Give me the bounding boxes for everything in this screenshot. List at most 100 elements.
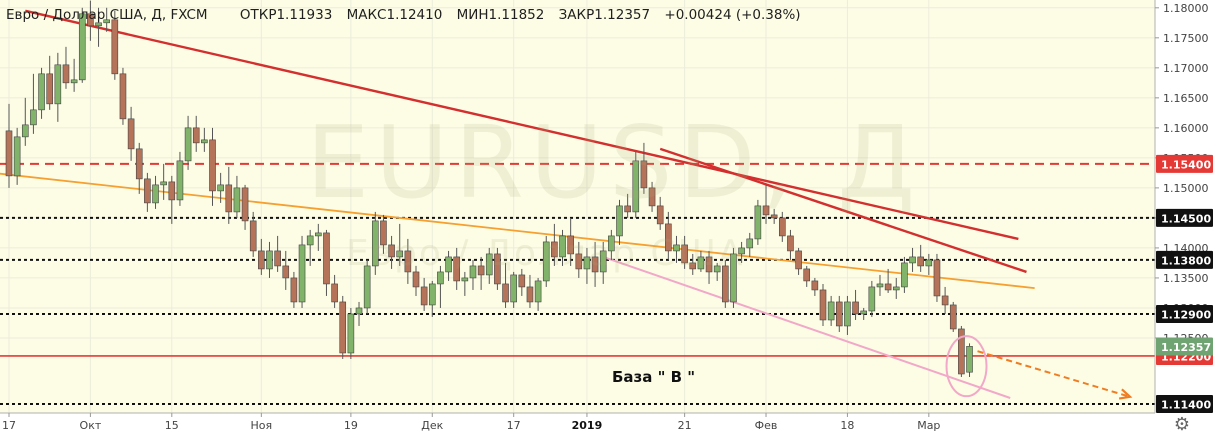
candle-body[interactable] (559, 235, 566, 258)
candle-body[interactable] (396, 250, 404, 258)
candle-body[interactable] (355, 307, 363, 315)
candle-body[interactable] (689, 262, 697, 270)
candle-body[interactable] (713, 265, 721, 273)
candle-body[interactable] (933, 259, 941, 297)
candle-body[interactable] (21, 124, 29, 138)
candle-body[interactable] (339, 301, 347, 354)
candle-body[interactable] (966, 346, 973, 373)
candle-body[interactable] (673, 244, 680, 252)
candle-body[interactable] (192, 127, 200, 144)
candle-body[interactable] (298, 244, 306, 303)
candle-body[interactable] (266, 250, 273, 270)
candle-body[interactable] (844, 301, 851, 327)
candle-body[interactable] (30, 109, 37, 126)
time-axis[interactable] (0, 413, 1155, 439)
candle-body[interactable] (119, 73, 127, 120)
candle-body[interactable] (575, 253, 583, 270)
candle-body[interactable] (608, 235, 615, 252)
candle-body[interactable] (648, 187, 656, 207)
candle-body[interactable] (526, 286, 534, 303)
candle-body[interactable] (860, 310, 868, 315)
candle-body[interactable] (551, 241, 558, 258)
candle-body[interactable] (445, 256, 452, 273)
candle-body[interactable] (827, 301, 835, 321)
candle-body[interactable] (738, 247, 745, 255)
candle-body[interactable] (5, 130, 13, 177)
candle-body[interactable] (87, 13, 94, 27)
candle-body[interactable] (62, 64, 70, 84)
candle-body[interactable] (705, 256, 713, 273)
candle-body[interactable] (371, 220, 379, 267)
candle-body[interactable] (665, 223, 672, 252)
candle-body[interactable] (225, 184, 233, 213)
candle-body[interactable] (567, 235, 574, 255)
candle-body[interactable] (510, 274, 517, 303)
candle-body[interactable] (144, 178, 151, 204)
candle-body[interactable] (778, 217, 786, 237)
candle-body[interactable] (176, 160, 184, 201)
candle-body[interactable] (135, 148, 143, 180)
candle-body[interactable] (925, 259, 933, 267)
candle-body[interactable] (331, 283, 338, 303)
candle-body[interactable] (453, 256, 461, 282)
candle-body[interactable] (78, 13, 86, 81)
candle-body[interactable] (461, 277, 469, 282)
plot-area[interactable] (0, 0, 1155, 413)
candle-body[interactable] (274, 250, 281, 267)
candle-body[interactable] (209, 139, 216, 192)
trendline-red[interactable] (25, 9, 1019, 241)
candle-body[interactable] (46, 73, 54, 105)
candle-body[interactable] (730, 253, 737, 303)
candle-body[interactable] (103, 19, 110, 24)
candle-body[interactable] (852, 301, 859, 315)
candle-body[interactable] (811, 280, 819, 291)
candle-body[interactable] (38, 73, 45, 111)
candle-body[interactable] (762, 205, 770, 216)
candle-body[interactable] (917, 256, 924, 267)
candle-body[interactable] (290, 277, 298, 303)
candle-body[interactable] (795, 250, 802, 270)
candle-body[interactable] (787, 235, 794, 252)
candle-body[interactable] (95, 22, 102, 27)
candle-body[interactable] (469, 265, 477, 279)
candle-body[interactable] (420, 286, 428, 306)
candle-body[interactable] (323, 232, 330, 285)
candle-body[interactable] (892, 286, 900, 291)
candle-body[interactable] (168, 181, 176, 201)
candle-body[interactable] (518, 274, 526, 288)
candle-body[interactable] (437, 271, 444, 285)
candle-body[interactable] (534, 280, 542, 303)
candle-body[interactable] (494, 253, 501, 285)
candle-body[interactable] (624, 205, 631, 213)
candle-body[interactable] (819, 289, 827, 321)
candle-body[interactable] (958, 328, 965, 375)
candle-body[interactable] (616, 205, 623, 237)
candle-body[interactable] (306, 235, 314, 246)
candle-body[interactable] (111, 19, 119, 75)
candle-body[interactable] (404, 250, 412, 273)
candle-body[interactable] (949, 304, 957, 330)
candle-body[interactable] (599, 250, 607, 273)
gear-icon[interactable]: ⚙ (1173, 414, 1191, 435)
candle-body[interactable] (640, 160, 648, 189)
candle-body[interactable] (363, 265, 371, 309)
candle-body[interactable] (754, 205, 762, 240)
candle-body[interactable] (184, 127, 192, 162)
candle-body[interactable] (127, 118, 135, 150)
candle-body[interactable] (697, 256, 705, 270)
candle-body[interactable] (835, 301, 843, 327)
candle-body[interactable] (347, 313, 355, 354)
candle-body[interactable] (477, 265, 485, 276)
candle-body[interactable] (901, 262, 908, 288)
candle-body[interactable] (909, 256, 916, 264)
candle-body[interactable] (868, 286, 876, 312)
candle-body[interactable] (13, 136, 21, 177)
candle-body[interactable] (884, 283, 892, 291)
candle-body[interactable] (315, 232, 322, 237)
candle-body[interactable] (502, 283, 509, 303)
trendline-pink[interactable] (602, 255, 1011, 399)
candle-body[interactable] (201, 139, 208, 144)
trendline-red[interactable] (659, 147, 1027, 274)
candle-body[interactable] (876, 283, 884, 288)
